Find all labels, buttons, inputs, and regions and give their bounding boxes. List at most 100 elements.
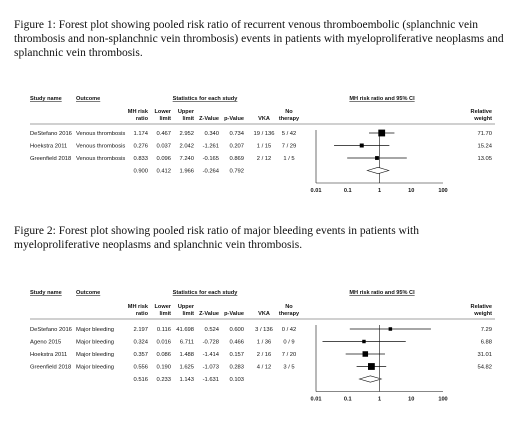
row-lower: 0.086 [156,352,171,358]
row-outcome: Venous thrombosis [76,156,125,162]
pooled-upper: 1.143 [179,377,194,383]
point-estimate-square [388,327,393,331]
row-vka: 2 / 12 [257,156,272,162]
forest-plot-svg: Study name Outcome Statistics for each stu… [30,96,495,194]
row-z: -1.073 [203,365,219,371]
column-header: No [285,304,293,310]
column-header: Lower [155,304,172,310]
row-vka: 2 / 16 [257,352,272,358]
point-estimate-square [362,339,366,344]
column-header: ratio [136,116,149,122]
column-header: Upper [178,109,195,115]
x-tick-label: 100 [438,397,447,403]
row-p: 0.157 [229,352,244,358]
pooled-z: -0.264 [203,169,220,175]
row-upper: 6.711 [180,340,194,346]
row-z: -1.414 [203,352,220,358]
column-header: p-Value [224,116,244,122]
row-study-name: Ageno 2015 [30,340,61,346]
row-study-name: Hoekstra 2011 [30,352,67,358]
x-tick-label: 10 [408,397,414,403]
row-study-name: Hoekstra 2011 [30,144,67,150]
row-vka: 1 / 15 [257,144,272,150]
row-no_therapy: 0 / 42 [282,327,297,333]
row-lower: 0.190 [156,365,171,371]
row-outcome: Major bleeding [76,340,114,346]
column-header: MH risk [128,109,149,115]
row-z: -0.728 [203,340,219,346]
figure-1-caption: Figure 1: Forest plot showing pooled ris… [14,19,504,59]
column-header: therapy [279,116,300,122]
row-study-name: Greenfield 2018 [30,156,71,162]
row-upper: 2.952 [179,131,194,137]
pooled-p: 0.103 [229,377,244,383]
row-outcome: Venous thrombosis [76,144,125,150]
row-z: 0.524 [204,327,219,333]
row-no_therapy: 7 / 29 [282,144,297,150]
row-upper: 1.625 [179,365,194,371]
header-plot-group: MH risk ratio and 95% CI [349,290,415,296]
pooled-diamond [366,166,390,175]
header-study-name: Study name [30,96,62,102]
row-vka: 4 / 12 [257,365,272,371]
point-estimate-square [378,129,386,137]
column-header: VKA [258,116,270,122]
row-no_therapy: 5 / 42 [282,131,297,137]
x-tick-label: 0.1 [344,188,352,194]
row-weight: 13.05 [477,156,492,162]
row-upper: 41.698 [176,327,194,333]
pooled-rr: 0.516 [133,377,148,383]
header-outcome: Outcome [76,96,100,102]
row-rr: 0.556 [133,365,148,371]
column-header: Z-Value [199,116,219,122]
row-weight: 15.24 [477,144,492,150]
row-vka: 3 / 136 [255,327,273,333]
header-stats-group: Statistics for each study [173,290,239,296]
row-rr: 1.174 [133,131,148,137]
row-lower: 0.467 [156,131,171,137]
column-header: No [285,109,293,115]
forest-plot-2: Study name Outcome Statistics for each stu… [0,284,520,414]
pooled-upper: 1.966 [179,169,194,175]
x-tick-label: 0.01 [311,188,322,194]
row-outcome: Major bleeding [76,327,114,333]
forest-plot-svg: Study name Outcome Statistics for each stu… [30,290,495,403]
row-no_therapy: 7 / 20 [282,352,297,358]
column-header: p-Value [224,311,244,317]
row-no_therapy: 3 / 5 [283,365,294,371]
x-tick-label: 0.01 [311,397,322,403]
pooled-lower: 0.233 [156,377,171,383]
row-vka: 19 / 136 [254,131,275,137]
point-estimate-square [375,156,379,160]
column-header: VKA [258,311,270,317]
column-header: therapy [279,311,300,317]
row-weight: 31.01 [477,352,492,358]
row-rr: 0.357 [133,352,148,358]
row-z: -1.261 [203,144,219,150]
pooled-p: 0.792 [229,169,244,175]
column-header: ratio [136,311,149,317]
figure-2-caption: Figure 2: Forest plot showing pooled ris… [14,225,419,251]
forest-plot-1: Study name Outcome Statistics for each stu… [0,90,520,200]
row-p: 0.283 [229,365,244,371]
pooled-lower: 0.412 [156,169,171,175]
column-header: limit [160,311,172,317]
column-header: Lower [155,109,172,115]
column-header: limit [183,311,195,317]
row-no_therapy: 1 / 5 [283,156,294,162]
row-study-name: DeStefano 2016 [30,327,72,333]
header-outcome: Outcome [76,290,100,296]
row-rr: 0.276 [133,144,148,150]
point-estimate-square [359,143,364,148]
x-tick-label: 1 [378,397,381,403]
row-p: 0.869 [229,156,244,162]
x-tick-label: 0.1 [344,397,352,403]
row-p: 0.207 [229,144,244,150]
x-tick-label: 10 [408,188,414,194]
row-upper: 7.240 [179,156,194,162]
row-z: -0.165 [203,156,219,162]
row-z: 0.340 [204,131,219,137]
row-study-name: DeStefano 2016 [30,131,72,137]
row-rr: 2.197 [133,327,148,333]
header-stats-group: Statistics for each study [173,96,239,102]
